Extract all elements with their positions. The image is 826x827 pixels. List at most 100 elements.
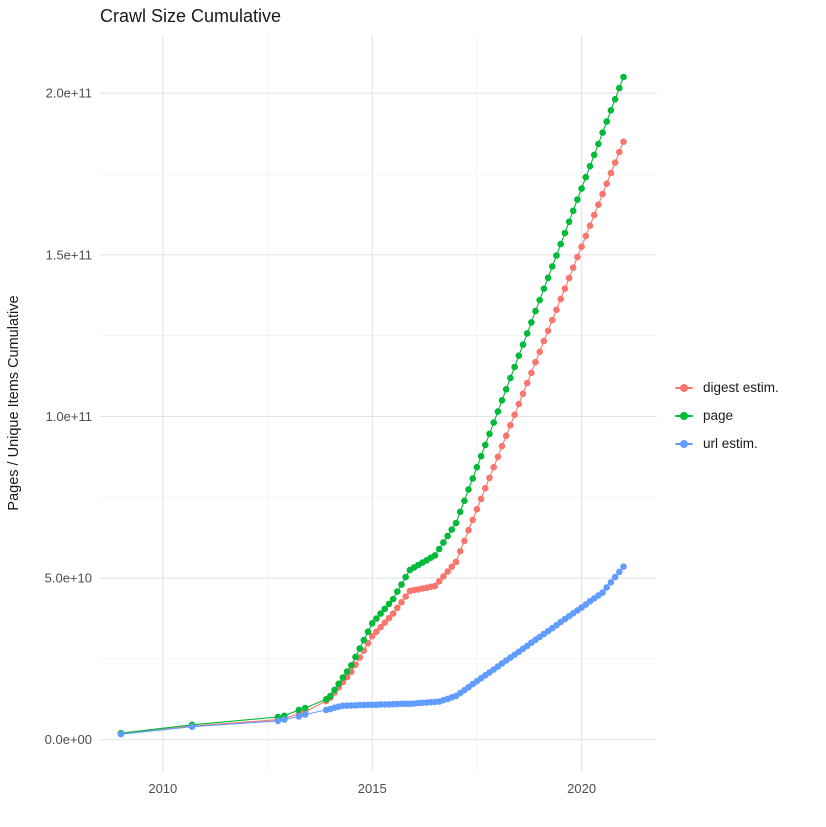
data-point-series-1 <box>590 151 598 159</box>
data-point-series-1 <box>385 600 393 608</box>
data-point-series-1 <box>348 662 355 669</box>
data-point-series-0 <box>511 411 518 419</box>
data-point-series-1 <box>595 140 602 148</box>
data-point-series-0 <box>586 222 594 229</box>
legend-dot-swatch <box>680 411 688 420</box>
data-point-series-1 <box>381 605 389 613</box>
legend-item-page: page <box>674 406 779 425</box>
data-point-series-0 <box>469 516 477 524</box>
data-point-series-1 <box>599 129 606 136</box>
x-tick-label: 2015 <box>358 781 387 796</box>
data-point-series-2 <box>620 563 627 570</box>
data-point-series-1 <box>373 615 380 622</box>
data-point-series-1 <box>540 285 548 293</box>
data-point-series-1 <box>586 162 594 170</box>
data-point-series-1 <box>440 539 447 546</box>
data-point-series-0 <box>569 264 577 272</box>
data-point-series-1 <box>356 645 364 652</box>
x-tick-label: 2010 <box>148 781 177 796</box>
legend-item-url-estim: url estim. <box>674 434 779 453</box>
data-point-series-0 <box>490 463 498 471</box>
data-point-series-1 <box>507 374 514 382</box>
data-point-series-2 <box>295 713 303 720</box>
y-tick-label: 1.0e+11 <box>46 409 92 424</box>
data-point-series-0 <box>595 201 602 208</box>
data-point-series-0 <box>515 400 523 408</box>
legend-key-digest-estim-icon <box>674 378 694 397</box>
data-point-series-1 <box>502 386 510 393</box>
data-point-series-1 <box>523 330 531 337</box>
data-point-series-0 <box>456 547 464 555</box>
data-point-series-1 <box>360 636 368 644</box>
data-point-series-0 <box>502 432 510 440</box>
data-point-series-1 <box>515 352 523 360</box>
data-point-series-1 <box>528 319 535 326</box>
data-point-series-0 <box>599 190 606 198</box>
data-point-series-1 <box>368 620 376 627</box>
data-point-series-1 <box>327 692 334 700</box>
data-point-series-2 <box>117 730 125 738</box>
data-point-series-1 <box>582 173 590 181</box>
data-point-series-1 <box>561 229 569 237</box>
data-point-series-0 <box>549 316 556 324</box>
legend-label-digest-estim: digest estim. <box>703 380 779 395</box>
data-point-series-0 <box>465 526 472 534</box>
y-axis-label: Pages / Unique Items Cumulative <box>6 295 22 511</box>
data-point-series-1 <box>519 341 527 349</box>
data-point-series-0 <box>377 623 384 631</box>
data-point-series-0 <box>444 568 451 575</box>
data-point-series-0 <box>440 573 447 580</box>
legend-label-url-estim: url estim. <box>703 436 758 451</box>
data-point-series-1 <box>620 73 627 81</box>
data-point-series-1 <box>482 441 489 449</box>
data-point-series-1 <box>603 118 610 125</box>
data-point-series-1 <box>465 486 472 493</box>
data-point-series-1 <box>511 363 518 371</box>
data-point-series-1 <box>461 497 468 505</box>
data-point-series-1 <box>301 704 309 712</box>
data-point-series-2 <box>616 568 623 576</box>
data-point-series-0 <box>486 474 493 482</box>
data-point-series-1 <box>431 552 439 559</box>
y-tick-label: 1.5e+11 <box>46 247 92 262</box>
data-point-series-1 <box>607 107 615 114</box>
data-point-series-0 <box>494 453 502 461</box>
legend: digest estim. page url estim. <box>674 378 779 453</box>
data-point-series-0 <box>561 285 569 293</box>
data-point-series-0 <box>565 274 573 282</box>
data-point-series-0 <box>553 306 560 314</box>
data-point-series-0 <box>616 148 623 156</box>
data-point-series-1 <box>553 252 560 259</box>
data-point-series-1 <box>389 595 397 603</box>
data-point-series-2 <box>603 584 610 591</box>
data-point-series-1 <box>616 84 623 92</box>
data-point-series-0 <box>389 610 397 617</box>
data-point-series-0 <box>368 632 376 640</box>
data-point-series-1 <box>565 218 573 226</box>
data-point-series-2 <box>281 716 288 723</box>
data-point-series-1 <box>569 207 577 215</box>
data-point-series-1 <box>452 519 460 527</box>
data-point-series-1 <box>473 463 481 471</box>
data-point-series-0 <box>373 628 380 635</box>
data-point-series-1 <box>377 610 384 617</box>
data-point-series-0 <box>536 348 543 356</box>
legend-label-page: page <box>703 408 734 423</box>
data-point-series-1 <box>469 475 477 482</box>
data-point-series-1 <box>477 452 485 460</box>
data-point-series-1 <box>343 668 351 675</box>
data-point-series-0 <box>477 495 485 503</box>
data-point-series-2 <box>611 573 619 581</box>
data-point-series-0 <box>431 582 439 590</box>
data-point-series-1 <box>549 263 556 270</box>
data-point-series-0 <box>452 558 460 566</box>
data-point-series-0 <box>532 358 539 366</box>
legend-key-url-estim-icon <box>674 434 694 453</box>
y-tick-label: 5.0e+10 <box>45 571 92 586</box>
data-point-series-1 <box>398 581 405 588</box>
data-point-series-1 <box>574 196 581 203</box>
data-point-series-1 <box>364 628 372 635</box>
data-point-series-1 <box>494 408 502 415</box>
data-point-series-0 <box>498 442 506 450</box>
